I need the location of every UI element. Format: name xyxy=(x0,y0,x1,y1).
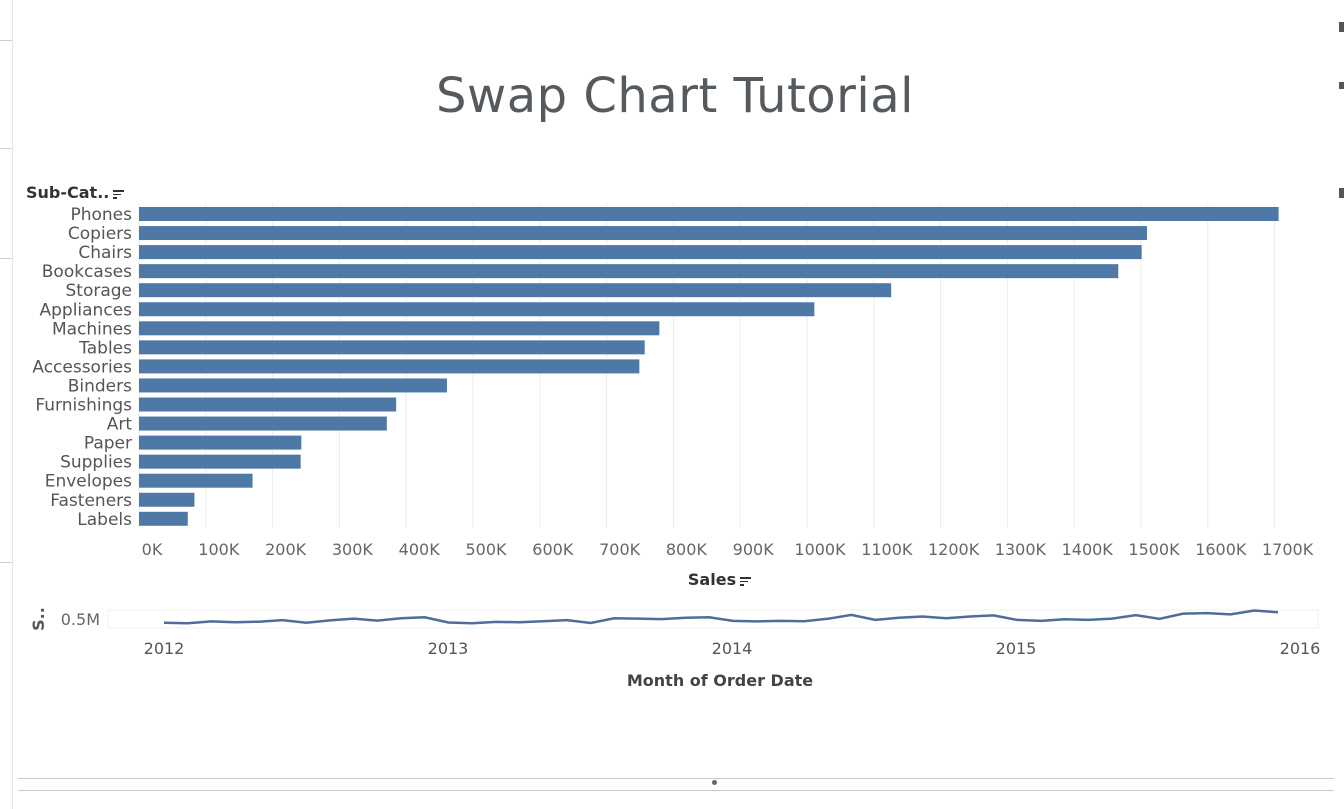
month-axis-label: Month of Order Date xyxy=(626,671,814,690)
bar-appliances[interactable] xyxy=(139,302,815,317)
category-label-supplies[interactable]: Supplies xyxy=(60,453,132,473)
year-tick-label: 2013 xyxy=(428,639,469,658)
sort-icon[interactable] xyxy=(113,189,125,199)
category-labels: PhonesCopiersChairsBookcasesStorageAppli… xyxy=(32,205,132,530)
year-tick-label: 2015 xyxy=(996,639,1037,658)
year-tick-label: 2016 xyxy=(1280,639,1321,658)
bar-accessories[interactable] xyxy=(139,359,640,374)
bar-series xyxy=(139,207,1279,526)
category-label-labels[interactable]: Labels xyxy=(77,510,132,530)
x-tick-label: 600K xyxy=(532,540,574,559)
x-tick-label: 1200K xyxy=(928,540,980,559)
category-label-machines[interactable]: Machines xyxy=(52,319,132,339)
bar-labels[interactable] xyxy=(139,511,188,526)
year-tick-label: 2014 xyxy=(712,639,753,658)
bar-furnishings[interactable] xyxy=(139,397,397,412)
timeline-plot-area xyxy=(107,609,1319,629)
left-panel-edge xyxy=(0,0,13,809)
x-tick-label: 400K xyxy=(399,540,441,559)
category-label-tables[interactable]: Tables xyxy=(78,338,132,358)
bar-bookcases[interactable] xyxy=(139,264,1119,279)
bar-supplies[interactable] xyxy=(139,454,301,469)
x-tick-label: 200K xyxy=(265,540,307,559)
bar-storage[interactable] xyxy=(139,283,892,298)
bar-envelopes[interactable] xyxy=(139,473,253,488)
divider-line xyxy=(18,790,1334,791)
x-tick-label: 1600K xyxy=(1195,540,1247,559)
bar-art[interactable] xyxy=(139,416,387,431)
x-tick-label: 300K xyxy=(332,540,374,559)
category-label-binders[interactable]: Binders xyxy=(68,376,132,396)
x-tick-label: 1300K xyxy=(995,540,1047,559)
x-tick-label: 1400K xyxy=(1062,540,1114,559)
bar-copiers[interactable] xyxy=(139,226,1148,241)
category-label-fasteners[interactable]: Fasteners xyxy=(50,491,132,511)
x-tick-label: 1700K xyxy=(1262,540,1314,559)
x-tick-labels: 0K 100K 200K 300K 400K 500K 600K 700K 800K 900K 10… xyxy=(142,540,1314,559)
timeline-y-tick: 0.5M xyxy=(61,610,100,629)
divider-line xyxy=(18,778,1334,779)
category-label-art[interactable]: Art xyxy=(107,415,133,435)
x-tick-label: 1100K xyxy=(861,540,913,559)
x-tick-label: 1000K xyxy=(794,540,846,559)
x-tick-label: 900K xyxy=(733,540,775,559)
x-tick-label: 500K xyxy=(465,540,507,559)
year-tick-label: 2012 xyxy=(144,639,185,658)
right-panel-edge xyxy=(1336,0,1344,809)
bar-phones[interactable] xyxy=(139,207,1279,221)
timeline-panel: S.. 0.5M 2012 2013 2014 2015 2016 xyxy=(29,607,1320,658)
bar-fasteners[interactable] xyxy=(139,492,195,507)
bar-paper[interactable] xyxy=(139,435,302,450)
bar-machines[interactable] xyxy=(139,321,660,336)
subcategory-axis-label: Sub-Cat.. xyxy=(26,183,110,202)
category-label-chairs[interactable]: Chairs xyxy=(78,243,132,263)
category-label-paper[interactable]: Paper xyxy=(84,434,132,454)
sales-axis-label: Sales xyxy=(687,570,737,589)
subcategory-axis-header[interactable]: Sub-Cat.. xyxy=(26,183,125,202)
category-label-copiers[interactable]: Copiers xyxy=(68,224,132,244)
category-label-accessories[interactable]: Accessories xyxy=(32,357,132,377)
category-label-furnishings[interactable]: Furnishings xyxy=(35,396,132,416)
sales-trend-line[interactable] xyxy=(163,609,1279,625)
x-tick-label: 700K xyxy=(599,540,641,559)
category-label-appliances[interactable]: Appliances xyxy=(39,300,132,320)
timeline-y-label: S.. xyxy=(29,607,48,631)
chart-title: Swap Chart Tutorial xyxy=(436,68,914,124)
category-label-storage[interactable]: Storage xyxy=(65,281,132,301)
bar-tables[interactable] xyxy=(139,340,645,355)
sales-axis-header[interactable]: Sales xyxy=(0,570,1344,589)
resize-handle[interactable] xyxy=(712,780,717,785)
sales-sort-icon[interactable] xyxy=(740,576,752,586)
bar-chairs[interactable] xyxy=(139,245,1142,260)
category-label-phones[interactable]: Phones xyxy=(70,205,132,225)
x-tick-label: 0K xyxy=(142,540,163,559)
x-tick-label: 1500K xyxy=(1128,540,1180,559)
bar-binders[interactable] xyxy=(139,378,447,393)
category-label-bookcases[interactable]: Bookcases xyxy=(42,262,132,282)
category-label-envelopes[interactable]: Envelopes xyxy=(45,472,132,492)
x-tick-label: 800K xyxy=(666,540,708,559)
x-tick-label: 100K xyxy=(198,540,240,559)
